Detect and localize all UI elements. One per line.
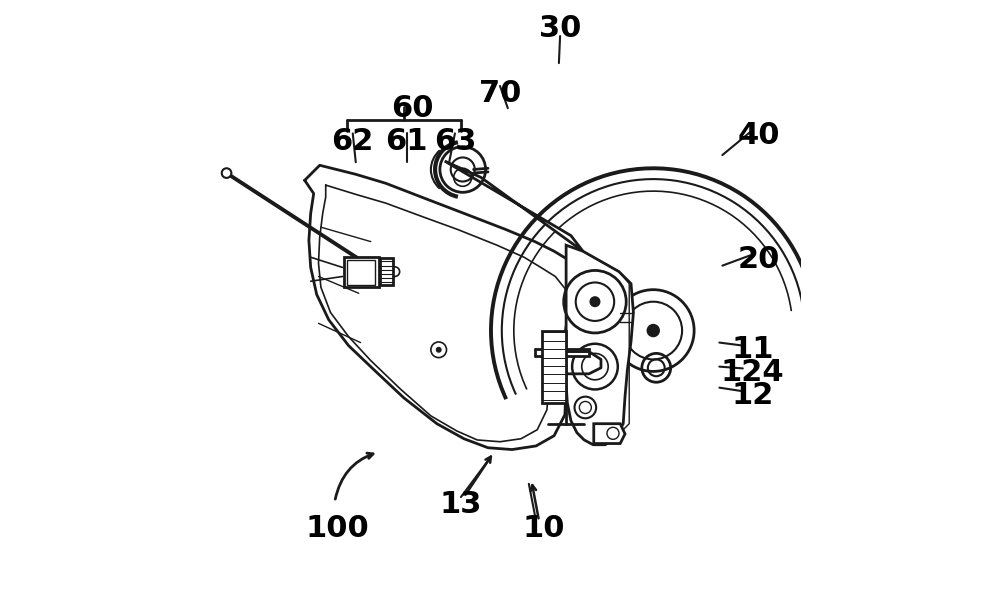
Polygon shape bbox=[344, 257, 379, 287]
Text: 30: 30 bbox=[539, 14, 581, 43]
Text: 10: 10 bbox=[522, 514, 565, 543]
Text: 20: 20 bbox=[737, 245, 780, 274]
Text: 63: 63 bbox=[434, 127, 476, 156]
Polygon shape bbox=[347, 260, 375, 285]
Text: 100: 100 bbox=[306, 514, 370, 543]
Polygon shape bbox=[380, 258, 393, 285]
Text: 11: 11 bbox=[731, 335, 774, 364]
Circle shape bbox=[222, 168, 231, 178]
Text: 61: 61 bbox=[386, 127, 428, 156]
Text: 70: 70 bbox=[479, 79, 521, 108]
Circle shape bbox=[647, 325, 659, 337]
Polygon shape bbox=[559, 349, 589, 356]
Polygon shape bbox=[566, 245, 633, 445]
Polygon shape bbox=[445, 161, 583, 251]
Circle shape bbox=[436, 347, 441, 352]
Text: 13: 13 bbox=[440, 490, 482, 519]
Text: 60: 60 bbox=[392, 94, 434, 123]
Polygon shape bbox=[594, 424, 625, 444]
Polygon shape bbox=[542, 331, 566, 403]
Text: 124: 124 bbox=[721, 358, 784, 387]
Text: 62: 62 bbox=[332, 127, 374, 156]
Text: 12: 12 bbox=[731, 381, 774, 410]
Text: 40: 40 bbox=[737, 121, 780, 150]
Circle shape bbox=[590, 297, 600, 307]
